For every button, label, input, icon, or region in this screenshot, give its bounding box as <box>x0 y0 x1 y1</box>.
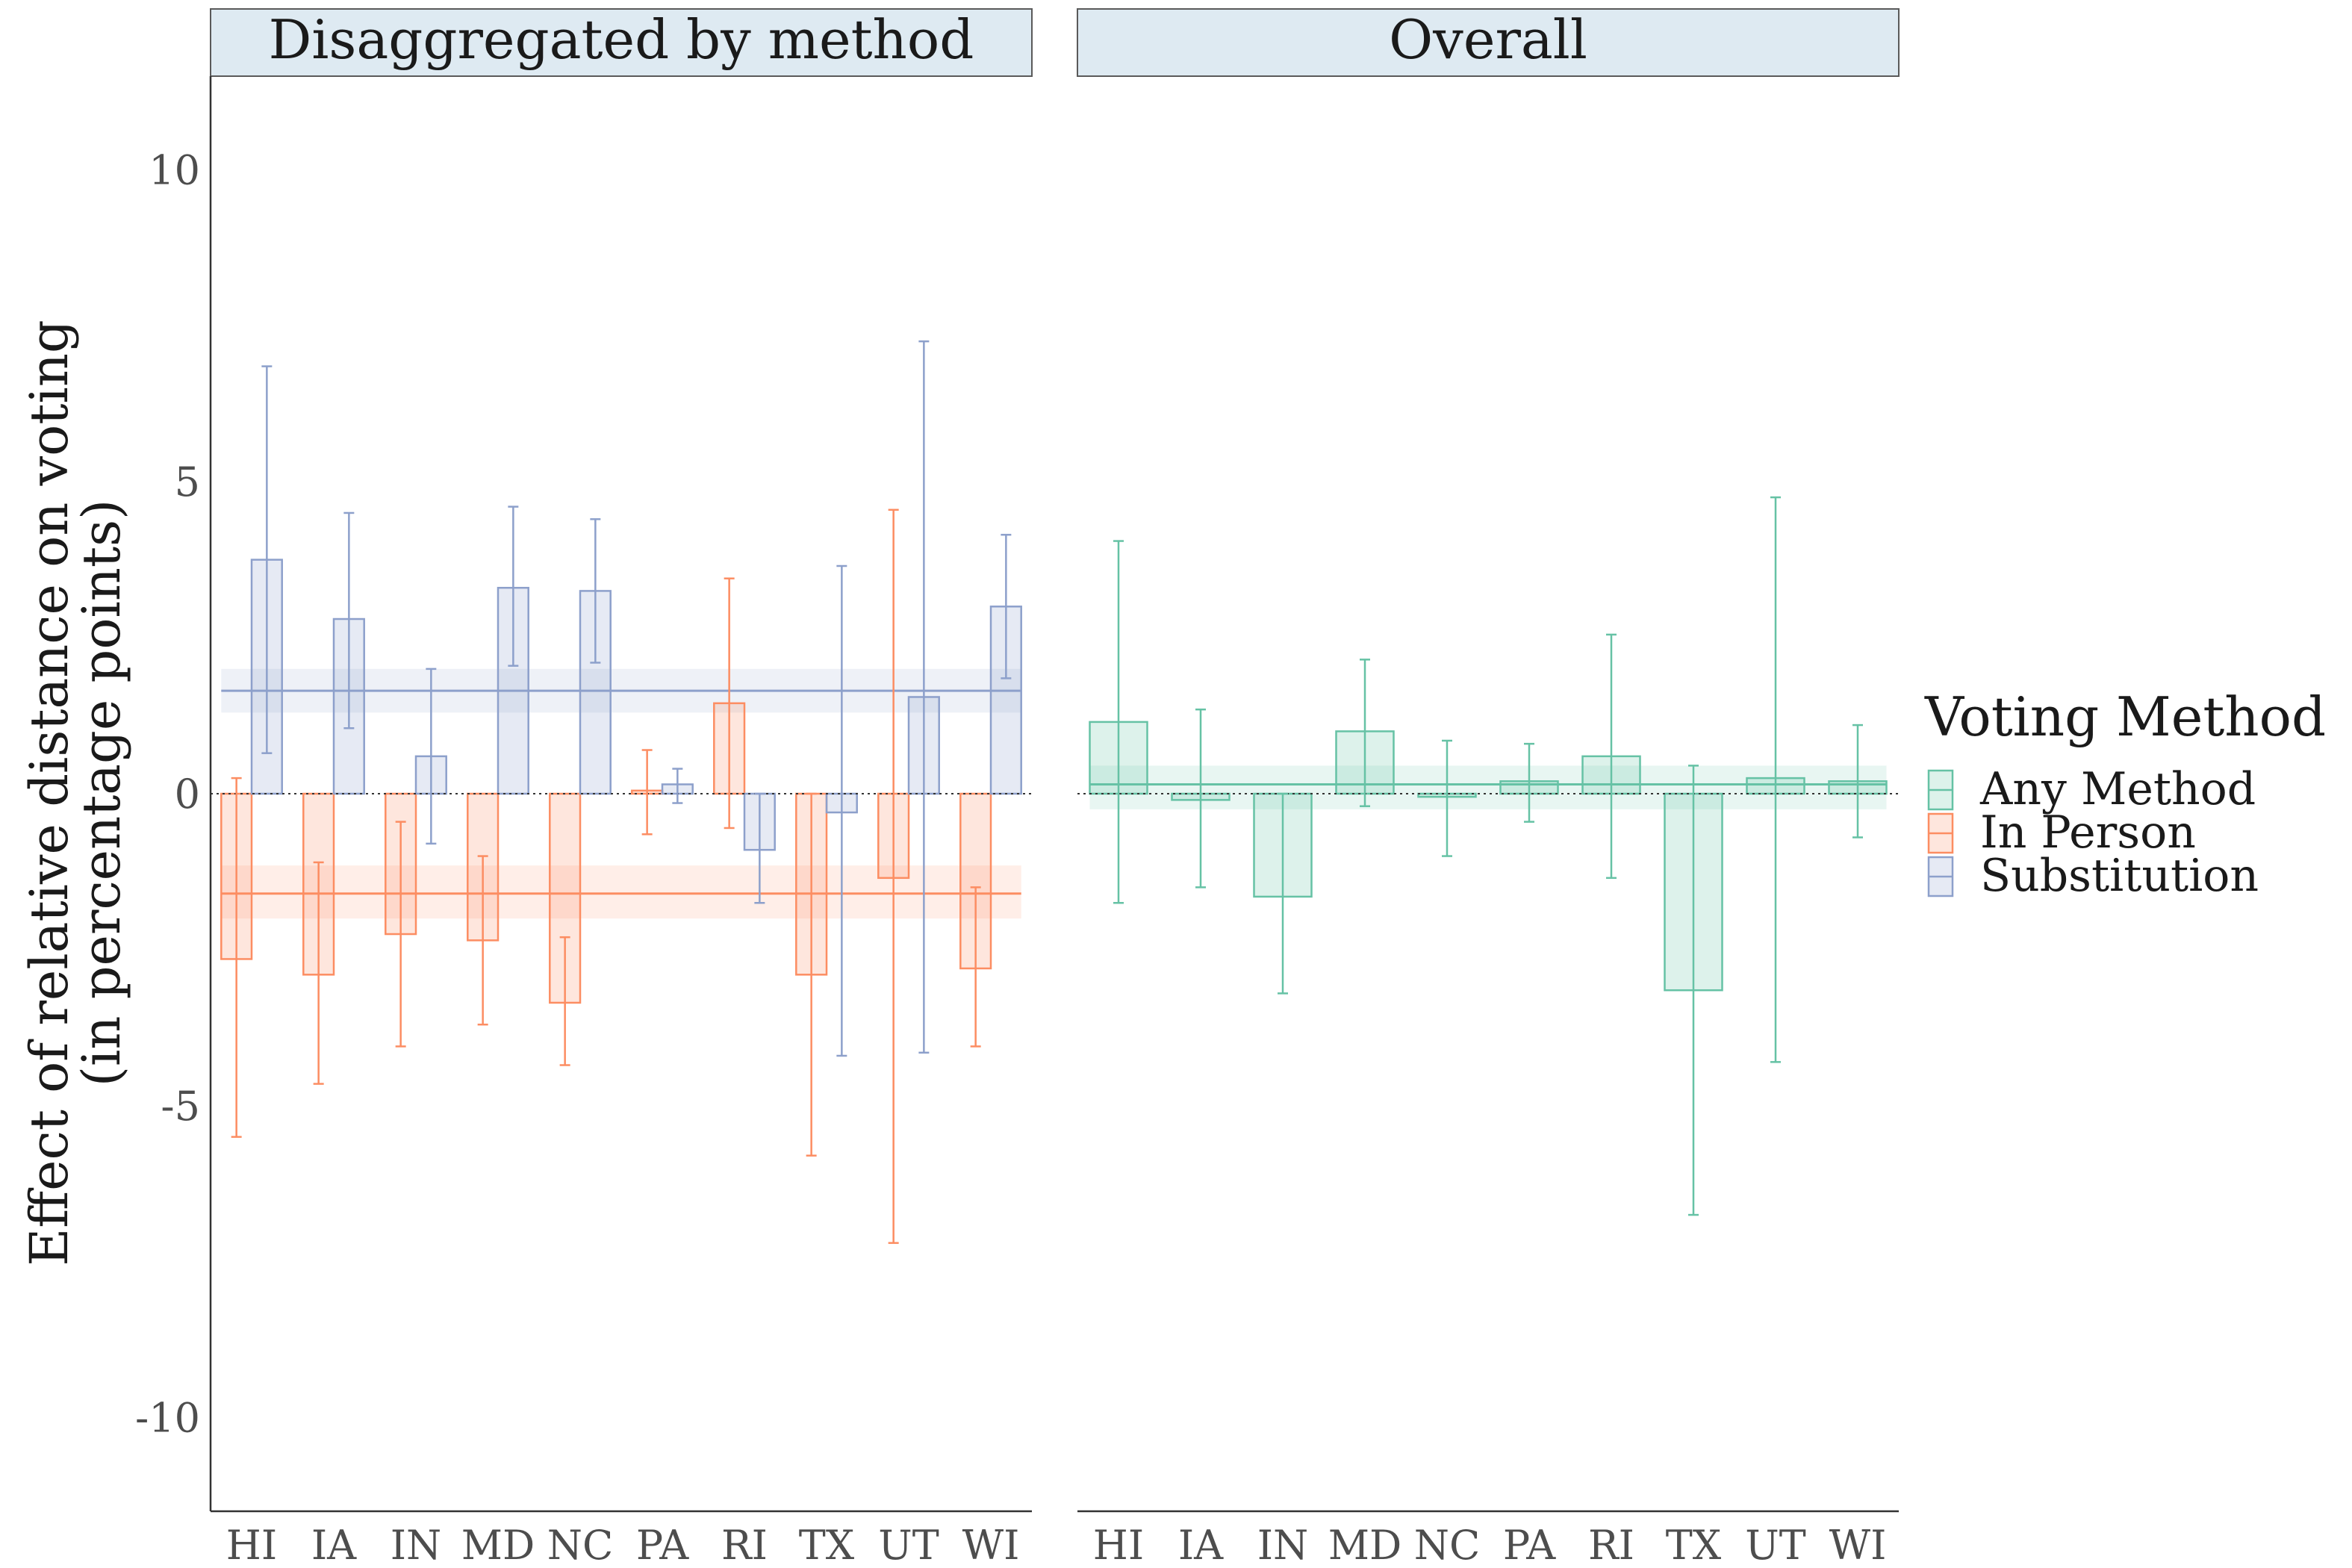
panel-strip-title: Disaggregated by method <box>269 8 974 71</box>
error-bar-any-method-md <box>1360 659 1370 807</box>
legend-item-any-method: Any Method <box>1927 763 2256 815</box>
error-bar-any-method-in <box>1278 792 1288 995</box>
error-bar-substitution-ri <box>754 792 765 904</box>
error-bar-substitution-md <box>508 505 519 667</box>
error-bar-substitution-nc <box>590 518 601 664</box>
x-tick-label-ia: IA <box>311 1522 357 1568</box>
x-tick-label-ut: UT <box>1745 1522 1806 1568</box>
panel-disaggregated: Disaggregated by method 10 5 0 -5 -10 HI IA IN… <box>135 8 1033 1568</box>
x-tick-label-ri: RI <box>721 1522 768 1568</box>
y-tick-label: 0 <box>175 771 200 818</box>
error-bar-in-person-hi <box>231 777 242 1138</box>
x-tick-label-hi: HI <box>1093 1522 1144 1568</box>
error-bar-any-method-ut <box>1770 496 1781 1063</box>
x-tick-label-wi: WI <box>1829 1522 1887 1568</box>
error-bar-substitution-wi <box>1001 533 1012 679</box>
error-bar-any-method-tx <box>1688 765 1699 1216</box>
x-tick-label-md: MD <box>461 1522 535 1568</box>
error-bar-in-person-in <box>395 821 406 1048</box>
error-bar-substitution-pa <box>672 768 683 804</box>
x-tick-label-tx: TX <box>799 1522 855 1568</box>
x-tick-label-tx: TX <box>1666 1522 1722 1568</box>
panel-strip-title: Overall <box>1389 8 1587 71</box>
y-axis-title: Effect of relative distance on voting (i… <box>19 320 132 1266</box>
error-bar-substitution-hi <box>261 365 273 754</box>
error-bar-in-person-pa <box>641 749 653 836</box>
pooled-band-any-method <box>1089 765 1887 809</box>
y-tick-label: -10 <box>135 1395 200 1442</box>
x-tick-label-nc: NC <box>547 1522 614 1568</box>
pooled-band-in-person <box>221 865 1021 919</box>
error-bar-any-method-ri <box>1606 633 1617 880</box>
panel-marks <box>211 340 1032 1244</box>
y-axis-title-line-1: Effect of relative distance on voting <box>19 320 80 1266</box>
error-bar-any-method-pa <box>1524 742 1534 823</box>
panel-strip-background <box>210 8 1033 77</box>
y-tick-label: 10 <box>149 146 200 193</box>
y-axis-ticks: 10 5 0 -5 -10 <box>135 146 200 1441</box>
panel-overall: Overall HI IA IN MD NC PA RI TX UT WI <box>1077 8 1900 1568</box>
x-tick-label-ut: UT <box>878 1522 939 1568</box>
panel-strip-background <box>1077 8 1900 77</box>
x-tick-label-ri: RI <box>1588 1522 1634 1568</box>
x-tick-label-md: MD <box>1328 1522 1402 1568</box>
legend-label-any-method: Any Method <box>1979 763 2256 815</box>
y-tick-label: 5 <box>175 458 200 505</box>
legend-label-substitution: Substitution <box>1980 850 2259 902</box>
error-bar-in-person-tx <box>806 792 817 1157</box>
error-bar-substitution-ut <box>918 340 930 1054</box>
x-tick-label-in: IN <box>1257 1522 1309 1568</box>
legend-label-in-person: In Person <box>1980 806 2196 859</box>
legend-title: Voting Method <box>1924 685 2326 748</box>
legend-item-in-person: In Person <box>1927 806 2196 859</box>
error-bar-in-person-nc <box>559 936 570 1066</box>
error-bar-any-method-wi <box>1852 724 1863 839</box>
x-tick-label-in: IN <box>391 1522 442 1568</box>
error-bar-in-person-ri <box>724 577 735 830</box>
x-tick-label-ia: IA <box>1178 1522 1224 1568</box>
x-tick-label-wi: WI <box>962 1522 1020 1568</box>
error-bar-in-person-ut <box>888 508 899 1244</box>
y-axis-title-line-2: (in percentage points) <box>71 500 132 1087</box>
x-tick-label-nc: NC <box>1414 1522 1481 1568</box>
y-tick-label: -5 <box>161 1083 200 1130</box>
x-tick-label-pa: PA <box>1503 1522 1556 1568</box>
x-tick-label-hi: HI <box>226 1522 277 1568</box>
error-bar-substitution-ia <box>343 511 355 729</box>
error-bar-any-method-nc <box>1442 739 1452 857</box>
x-axis-ticks: HI IA IN MD NC PA RI TX UT WI <box>1093 1522 1887 1568</box>
error-bar-substitution-tx <box>836 564 847 1057</box>
legend-item-substitution: Substitution <box>1927 850 2259 902</box>
error-bar-in-person-wi <box>970 886 981 1048</box>
error-bar-any-method-ia <box>1195 708 1206 889</box>
panel-marks <box>1077 496 1899 1216</box>
x-tick-label-pa: PA <box>636 1522 689 1568</box>
error-bar-in-person-ia <box>313 861 324 1085</box>
x-axis-ticks: HI IA IN MD NC PA RI TX UT WI <box>226 1522 1020 1568</box>
error-bar-in-person-md <box>477 855 488 1026</box>
error-bar-substitution-in <box>426 668 437 845</box>
error-bar-any-method-hi <box>1113 540 1124 904</box>
